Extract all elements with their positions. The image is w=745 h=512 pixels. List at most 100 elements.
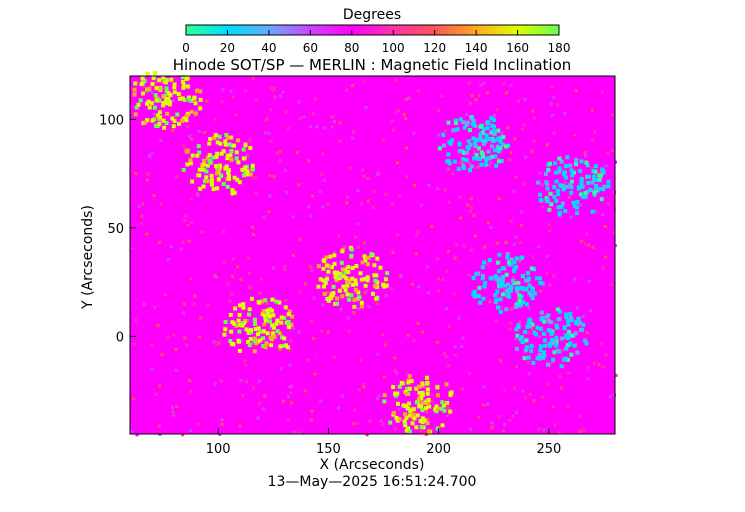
noise-pixel — [130, 386, 134, 390]
region-pixel — [481, 127, 486, 132]
region-pixel — [493, 154, 498, 159]
region-pixel — [392, 411, 397, 416]
region-pixel — [541, 331, 546, 336]
noise-pixel — [359, 358, 363, 362]
noise-pixel — [530, 278, 534, 282]
region-pixel — [447, 161, 452, 166]
region-pixel — [236, 160, 241, 165]
region-pixel — [225, 135, 230, 140]
region-pixel — [479, 162, 484, 167]
region-pixel — [229, 148, 234, 153]
noise-pixel — [495, 215, 499, 219]
region-pixel — [198, 97, 203, 102]
region-pixel — [350, 276, 355, 281]
noise-pixel — [194, 149, 198, 153]
noise-pixel — [566, 371, 570, 375]
region-pixel — [352, 297, 357, 302]
noise-pixel — [578, 414, 582, 418]
region-pixel — [552, 185, 557, 190]
region-pixel — [155, 113, 160, 118]
region-pixel — [347, 297, 352, 302]
region-pixel — [530, 296, 535, 301]
noise-pixel — [150, 269, 154, 273]
noise-pixel — [477, 93, 481, 97]
noise-pixel — [472, 285, 476, 289]
noise-pixel — [322, 237, 326, 241]
noise-pixel — [357, 245, 361, 249]
region-pixel — [236, 138, 241, 143]
region-pixel — [332, 253, 337, 258]
region-pixel — [532, 291, 537, 296]
region-pixel — [530, 287, 535, 292]
region-pixel — [198, 186, 203, 191]
noise-pixel — [527, 331, 531, 335]
noise-pixel — [404, 117, 408, 121]
noise-pixel — [222, 95, 226, 99]
region-pixel — [494, 298, 499, 303]
region-pixel — [548, 161, 553, 166]
noise-pixel — [417, 116, 421, 120]
region-pixel — [344, 276, 349, 281]
region-pixel — [535, 325, 540, 330]
region-pixel — [489, 116, 494, 121]
region-pixel — [457, 148, 462, 153]
region-pixel — [583, 338, 588, 343]
noise-pixel — [219, 379, 223, 383]
region-pixel — [511, 268, 516, 273]
noise-pixel — [283, 168, 287, 172]
noise-pixel — [468, 209, 472, 213]
noise-pixel — [476, 165, 480, 169]
region-pixel — [480, 276, 485, 281]
region-pixel — [328, 254, 333, 259]
noise-pixel — [523, 396, 527, 400]
region-pixel — [219, 151, 224, 156]
region-pixel — [471, 136, 476, 141]
region-pixel — [397, 384, 402, 389]
noise-pixel — [252, 171, 256, 175]
noise-pixel — [496, 259, 500, 263]
region-pixel — [489, 154, 494, 159]
region-pixel — [538, 326, 543, 331]
region-pixel — [546, 167, 551, 172]
region-pixel — [461, 163, 466, 168]
noise-pixel — [448, 128, 452, 132]
region-pixel — [373, 284, 378, 289]
region-pixel — [420, 392, 425, 397]
noise-pixel — [418, 259, 422, 263]
noise-pixel — [199, 316, 203, 320]
region-pixel — [501, 135, 506, 140]
region-pixel — [562, 170, 567, 175]
region-pixel — [234, 150, 239, 155]
region-pixel — [579, 327, 584, 332]
region-pixel — [156, 86, 161, 91]
noise-pixel — [509, 303, 513, 307]
region-pixel — [180, 75, 185, 80]
noise-pixel — [213, 194, 217, 198]
region-pixel — [554, 323, 559, 328]
noise-pixel — [509, 321, 513, 325]
region-pixel — [579, 176, 584, 181]
noise-pixel — [303, 389, 307, 393]
noise-pixel — [171, 228, 175, 232]
noise-pixel — [410, 301, 414, 305]
region-pixel — [496, 269, 501, 274]
noise-pixel — [450, 221, 454, 225]
region-pixel — [186, 84, 191, 89]
region-pixel — [592, 190, 597, 195]
noise-pixel — [365, 433, 369, 437]
noise-pixel — [550, 113, 554, 117]
noise-pixel — [491, 424, 495, 428]
region-pixel — [591, 169, 596, 174]
noise-pixel — [476, 125, 480, 129]
region-pixel — [269, 343, 274, 348]
region-pixel — [214, 164, 219, 169]
noise-pixel — [601, 266, 605, 270]
noise-pixel — [444, 218, 448, 222]
region-pixel — [476, 294, 481, 299]
noise-pixel — [259, 277, 263, 281]
noise-pixel — [472, 214, 476, 218]
region-pixel — [153, 70, 158, 75]
noise-pixel — [425, 410, 429, 414]
region-pixel — [265, 331, 270, 336]
